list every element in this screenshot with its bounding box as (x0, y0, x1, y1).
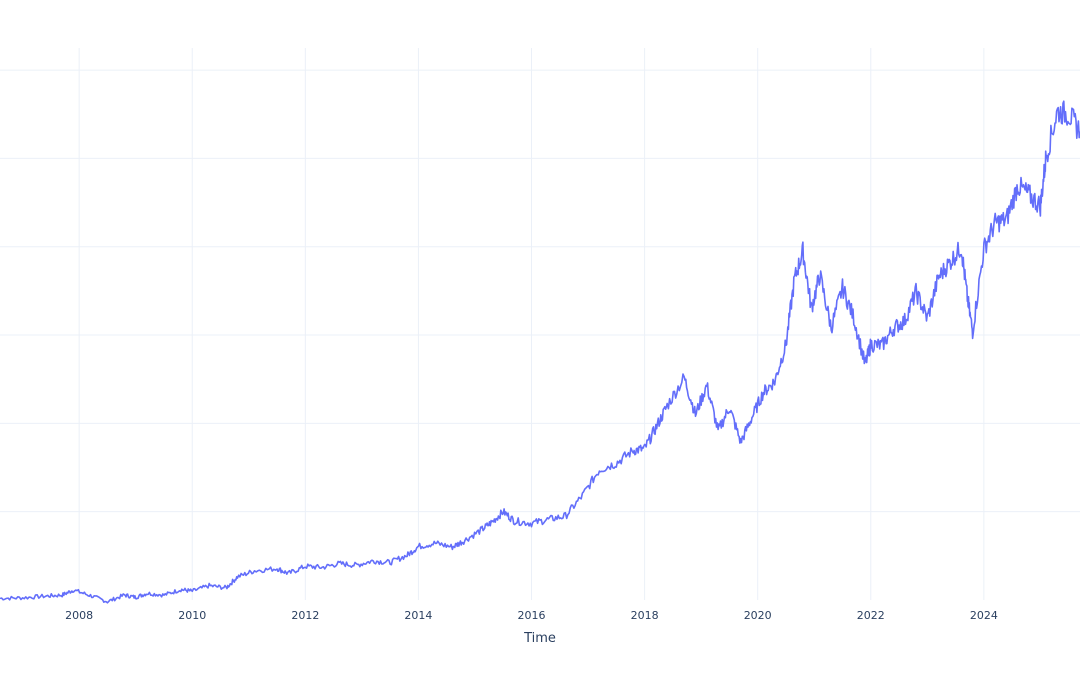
x-axis-title: Time (523, 631, 556, 646)
y-gridlines (0, 69, 1080, 513)
series-line (0, 100, 1080, 604)
x-tick-labels: 2008 2010 2012 2014 2016 2018 2020 2022 2024 (65, 609, 998, 622)
x-tick-label: 2018 (631, 609, 659, 622)
x-tick-label: 2010 (178, 609, 206, 622)
x-tick-label: 2012 (291, 609, 319, 622)
x-tick-label: 2022 (857, 609, 885, 622)
x-gridlines (78, 48, 985, 600)
x-tick-label: 2008 (65, 609, 93, 622)
x-tick-label: 2014 (404, 609, 432, 622)
x-tick-label: 2020 (744, 609, 772, 622)
x-tick-label: 2016 (518, 609, 546, 622)
x-tick-label: 2024 (970, 609, 998, 622)
